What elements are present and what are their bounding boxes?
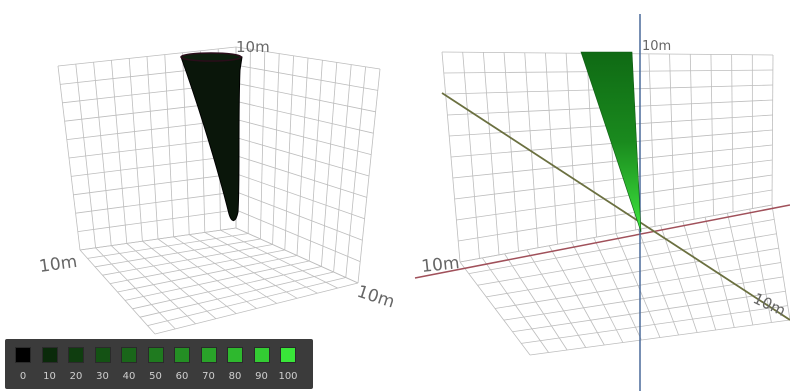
legend-label: 50 — [149, 371, 162, 382]
right-floor — [459, 204, 790, 356]
right-back-wall-line — [454, 159, 773, 200]
right-back-wall-line — [452, 144, 773, 179]
legend-label: 60 — [175, 371, 189, 382]
right-floor-line — [486, 247, 779, 298]
legend-label: 30 — [96, 371, 109, 382]
left-floor-line — [117, 255, 298, 293]
right-floor-line — [529, 319, 790, 356]
left-floor-line — [102, 244, 273, 276]
left-wall-right-line — [235, 173, 365, 220]
left-floor-line — [147, 277, 346, 326]
left-wall-left-line — [68, 137, 237, 159]
legend-swatch — [253, 347, 270, 363]
left-floor-line — [94, 238, 261, 268]
left-wall-right-line — [235, 100, 374, 134]
left-cone — [180, 52, 243, 221]
legend-swatch — [94, 347, 111, 363]
right-back-wall-line — [458, 189, 773, 242]
left-label-left: 10m — [38, 252, 79, 277]
legend-swatch — [41, 347, 58, 363]
legend-swatch — [68, 347, 84, 363]
legend-swatch — [121, 347, 137, 363]
left-wall-right-line — [235, 191, 363, 241]
legend-swatch — [280, 347, 296, 363]
left-floor-line — [132, 266, 322, 310]
right-floor-line — [459, 204, 773, 263]
left-wall-right-line — [235, 64, 378, 91]
left-floor — [79, 227, 359, 335]
right-back-wall-line — [456, 174, 773, 221]
left-wall-left-line — [77, 209, 237, 232]
legend-label: 0 — [19, 371, 27, 382]
left-floor-line — [124, 260, 310, 301]
left-wall-right-line — [235, 155, 367, 198]
legend-swatch — [227, 347, 243, 363]
legend-swatch — [15, 347, 31, 363]
right-floor-line — [477, 233, 777, 286]
left-floor-line — [87, 233, 249, 259]
right-floor-line — [468, 218, 775, 275]
left-wall-right-line — [235, 137, 370, 177]
legend-label: 100 — [278, 371, 298, 382]
left-wall-right-line — [235, 82, 376, 113]
left-3d-view[interactable]: 10m 10m 10m — [0, 0, 400, 391]
legend-label: 80 — [228, 371, 242, 382]
right-label-left: 10m — [420, 253, 460, 277]
color-legend: 0 10 20 30 40 50 60 70 80 90 100 — [5, 339, 313, 389]
left-floor-line — [154, 282, 359, 335]
right-floor-line — [521, 305, 788, 344]
left-wall-left-line — [71, 155, 237, 177]
right-3d-view[interactable]: 10m 10m 10m — [400, 0, 790, 391]
legend-label: 20 — [69, 371, 83, 382]
right-x-axis — [414, 204, 790, 279]
legend-label: 40 — [122, 371, 136, 382]
right-label-right: 10m — [750, 289, 788, 320]
left-wall-left-line — [75, 191, 237, 214]
left-wall-left-line — [57, 46, 237, 67]
right-floor-line — [494, 262, 782, 309]
left-floor-line — [79, 227, 237, 251]
legend-swatch — [147, 347, 164, 363]
right-floor-line — [503, 276, 784, 321]
legend-swatch — [174, 347, 190, 363]
left-wall-left-line — [73, 173, 237, 196]
right-label-top: 10m — [642, 39, 671, 54]
right-y-axis — [441, 92, 790, 321]
left-label-right: 10m — [354, 282, 397, 313]
legend-swatch — [200, 347, 217, 363]
right-floor-line — [512, 290, 786, 333]
legend-label: 90 — [255, 371, 268, 382]
legend-label: 70 — [202, 371, 215, 382]
legend-label: 10 — [43, 371, 56, 382]
left-label-top: 10m — [236, 38, 270, 56]
left-wall-right-line — [235, 46, 381, 70]
left-floor-line — [109, 249, 285, 284]
right-cone — [580, 51, 642, 233]
left-floor-line — [139, 271, 334, 318]
left-wall-right-line — [235, 209, 361, 262]
left-wall-right-line — [235, 119, 372, 155]
